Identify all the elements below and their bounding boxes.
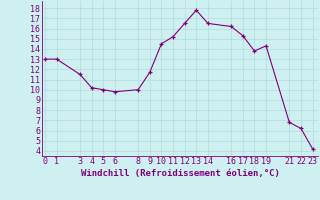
X-axis label: Windchill (Refroidissement éolien,°C): Windchill (Refroidissement éolien,°C) xyxy=(81,169,279,178)
